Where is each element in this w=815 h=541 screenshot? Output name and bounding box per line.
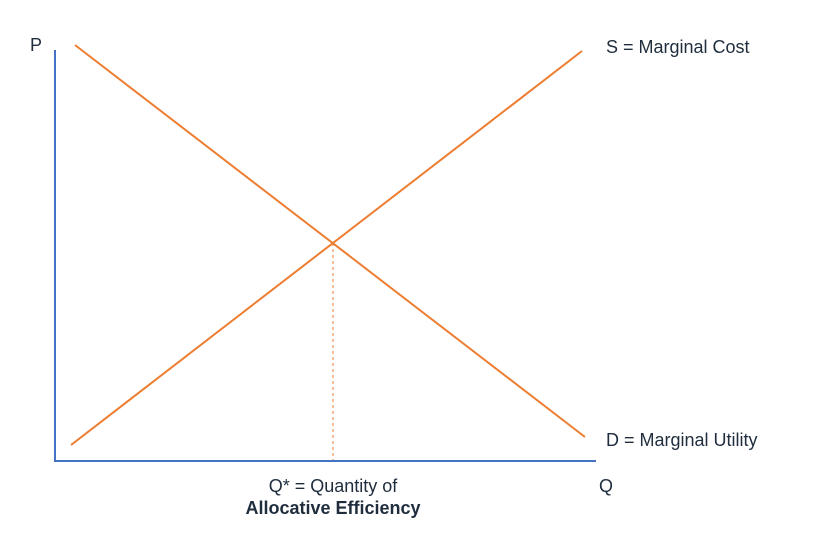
equilibrium-quantity-label: Q* = Quantity of Allocative Efficiency	[233, 475, 433, 519]
supply-curve	[70, 50, 583, 446]
supply-curve-label: S = Marginal Cost	[606, 37, 750, 57]
equilibrium-label-line2: Allocative Efficiency	[245, 498, 421, 518]
equilibrium-label-line1: Q* = Quantity of	[268, 476, 398, 496]
demand-curve-label: D = Marginal Utility	[606, 430, 758, 450]
demand-curve	[74, 44, 586, 438]
y-axis-label: P	[30, 35, 43, 55]
x-axis-label: Q	[599, 476, 614, 496]
